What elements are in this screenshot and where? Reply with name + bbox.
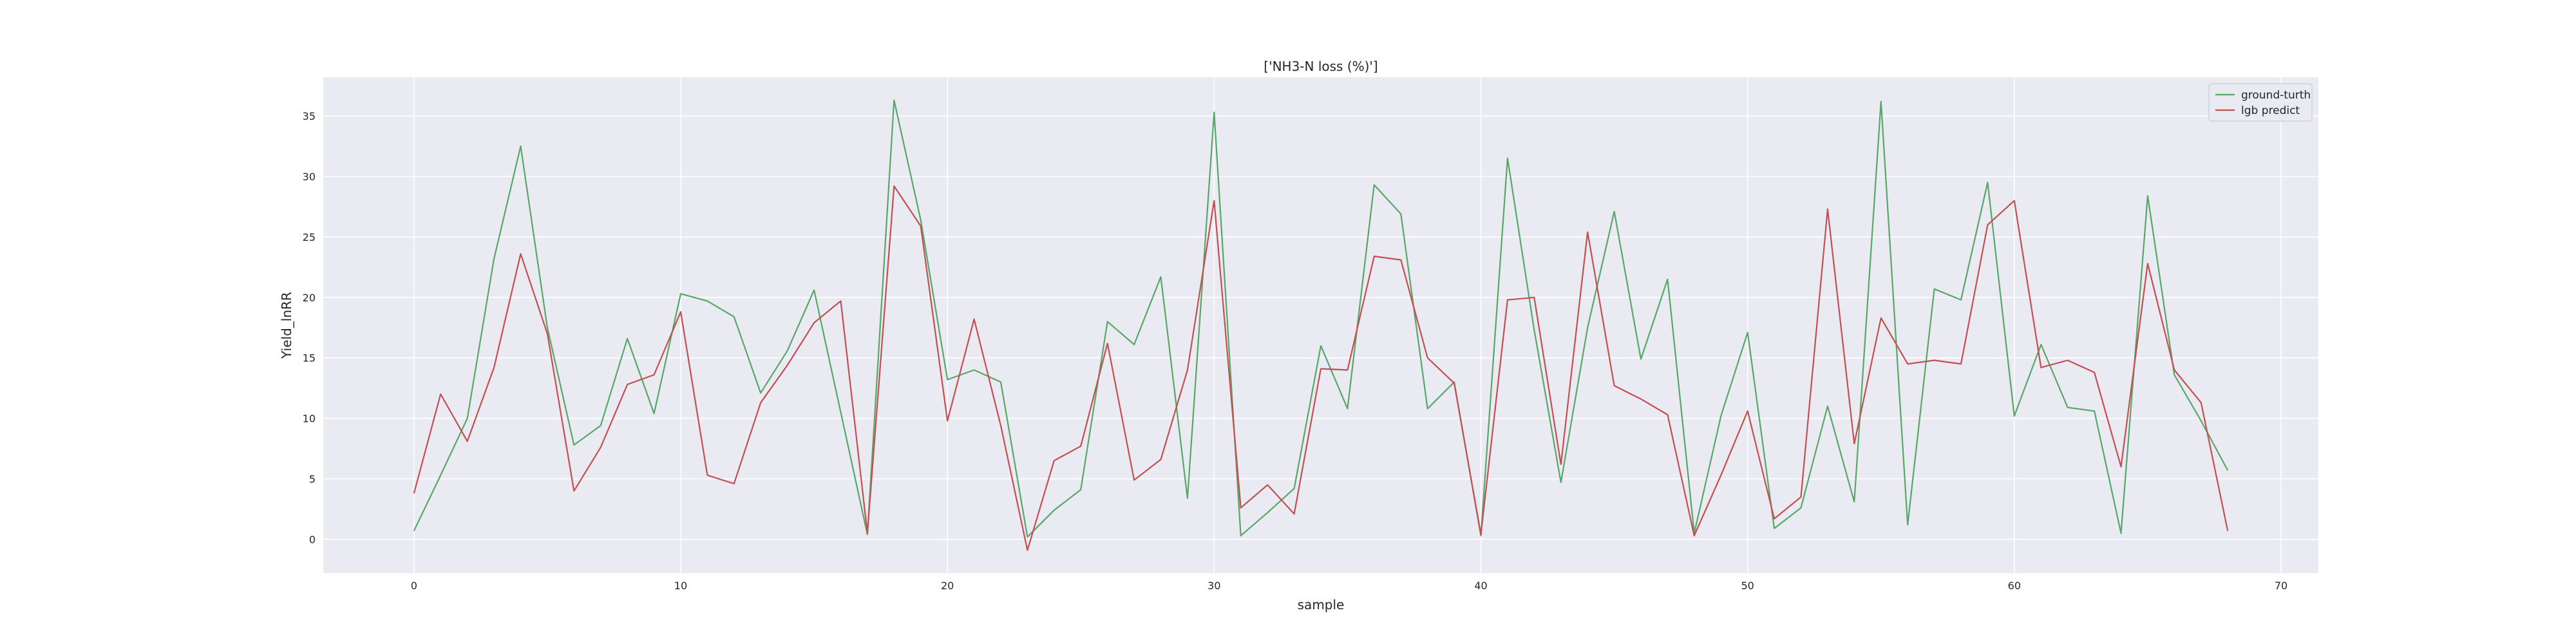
x-tick-label: 50 (1741, 580, 1754, 592)
y-tick-label: 30 (303, 171, 316, 183)
x-tick-label: 10 (674, 580, 687, 592)
y-tick-label: 10 (303, 413, 316, 425)
x-tick-label: 0 (411, 580, 417, 592)
y-axis-ticks: 0 5 10 15 20 25 30 35 (303, 110, 316, 545)
series-lines (413, 99, 2229, 551)
x-tick-label: 70 (2275, 580, 2287, 592)
y-tick-label: 5 (309, 473, 316, 486)
legend-box (2208, 83, 2313, 122)
y-tick-label: 15 (303, 352, 316, 365)
legend: ground-turth lgb predict (2208, 83, 2313, 122)
y-axis-title: Yield_lnRR (279, 292, 294, 359)
legend-label-ground-turth: ground-turth (2241, 89, 2311, 102)
x-tick-label: 20 (941, 580, 954, 592)
x-axis-ticks: 0 10 20 30 40 50 60 70 (411, 580, 2287, 592)
y-tick-label: 20 (303, 292, 316, 304)
legend-label-lgb-predict: lgb predict (2241, 104, 2300, 117)
plot-background (323, 77, 2318, 573)
x-axis-title: sample (1298, 597, 1345, 612)
chart-title: ['NH3-N loss (%)'] (1264, 59, 1378, 74)
y-tick-label: 25 (303, 231, 316, 243)
y-tick-label: 0 (309, 533, 316, 545)
x-tick-label: 30 (1208, 580, 1220, 592)
x-tick-label: 40 (1474, 580, 1487, 592)
y-tick-label: 35 (303, 110, 316, 122)
x-tick-label: 60 (2008, 580, 2021, 592)
series-line-lgb-predict (413, 185, 2229, 551)
series-line-ground-turth (413, 99, 2229, 538)
